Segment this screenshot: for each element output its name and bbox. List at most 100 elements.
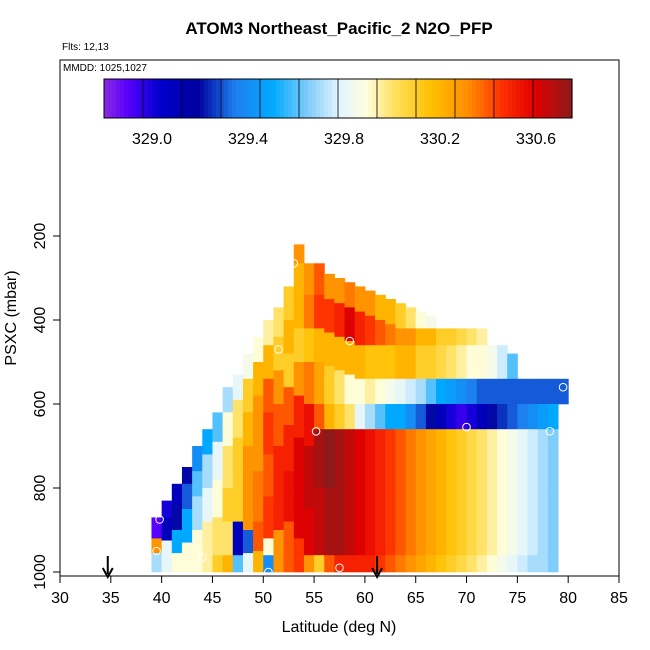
heatmap-cell bbox=[405, 307, 417, 329]
colorbar-segment bbox=[496, 79, 501, 118]
colorbar-segment bbox=[272, 79, 277, 118]
heatmap-cell bbox=[171, 504, 183, 531]
heatmap-cell bbox=[314, 429, 325, 489]
heatmap-cell bbox=[242, 353, 254, 380]
heatmap-cell bbox=[415, 378, 427, 405]
heatmap-cell bbox=[212, 412, 224, 443]
heatmap-cell bbox=[242, 553, 254, 573]
colorbar-segment bbox=[540, 79, 545, 118]
colorbar-segment bbox=[144, 79, 149, 118]
heatmap-cell bbox=[537, 378, 549, 405]
heatmap-cell bbox=[507, 555, 518, 573]
heatmap-cell bbox=[486, 345, 498, 380]
heatmap-cell bbox=[334, 488, 346, 556]
heatmap-cell bbox=[385, 345, 396, 380]
heatmap-cell bbox=[334, 303, 346, 338]
heatmap-cell bbox=[212, 555, 224, 573]
heatmap-cell bbox=[161, 540, 173, 573]
heatmap-cell bbox=[497, 429, 508, 489]
heatmap-cell bbox=[263, 555, 274, 573]
colorbar-segment bbox=[248, 79, 253, 118]
heatmap-cell bbox=[517, 555, 529, 573]
colorbar-segment bbox=[288, 79, 293, 118]
colorbar-segment bbox=[328, 79, 333, 118]
x-tick-label: 35 bbox=[102, 590, 120, 607]
y-tick-label: 200 bbox=[32, 223, 49, 250]
heatmap-cell bbox=[212, 479, 224, 518]
heatmap-cell bbox=[273, 446, 285, 489]
colorbar-segment bbox=[488, 79, 493, 118]
heatmap-cell bbox=[395, 488, 407, 556]
heatmap-cell bbox=[405, 555, 417, 573]
heatmap-cell bbox=[303, 509, 315, 556]
heatmap-cell bbox=[547, 555, 559, 573]
colorbar-segment bbox=[236, 79, 241, 118]
colorbar-frame bbox=[103, 78, 573, 119]
y-tick-label: 600 bbox=[32, 391, 49, 418]
heatmap-cell bbox=[517, 378, 529, 405]
heatmap-cell bbox=[192, 496, 203, 531]
x-tick-label: 50 bbox=[254, 590, 272, 607]
colorbar-segment bbox=[300, 79, 305, 118]
heatmap-cell bbox=[161, 517, 173, 541]
colorbar-segment bbox=[276, 79, 281, 118]
heatmap-cell bbox=[263, 496, 274, 539]
heatmap-cell bbox=[425, 315, 437, 329]
heatmap-cell bbox=[344, 555, 356, 573]
heatmap-cell bbox=[283, 521, 295, 573]
heatmap-cell bbox=[151, 517, 163, 539]
heatmap-cell bbox=[364, 488, 376, 556]
colorbar-segment bbox=[320, 79, 325, 118]
heatmap-cell bbox=[375, 294, 386, 321]
heatmap-cell bbox=[446, 404, 457, 430]
colorbar-segment bbox=[536, 79, 541, 118]
heatmap-cell bbox=[344, 374, 356, 405]
heatmap-cell bbox=[405, 404, 417, 430]
heatmap-cell bbox=[242, 496, 254, 531]
takeoff-arrow-head bbox=[101, 567, 114, 580]
heatmap-cell bbox=[476, 328, 488, 346]
x-tick-label: 55 bbox=[305, 590, 323, 607]
heatmap-cell bbox=[222, 387, 234, 413]
colorbar-segment bbox=[544, 79, 549, 118]
colorbar-segment bbox=[316, 79, 321, 118]
heatmap-cell bbox=[456, 378, 468, 405]
colorbar-segment bbox=[560, 79, 565, 118]
heatmap-cell bbox=[303, 404, 315, 447]
heatmap-cell bbox=[354, 378, 366, 405]
colorbar-segment bbox=[568, 79, 573, 118]
heatmap-cell bbox=[354, 488, 366, 556]
heatmap-cell bbox=[375, 378, 386, 405]
heatmap-cell bbox=[334, 336, 346, 371]
heatmap-cell bbox=[486, 404, 498, 430]
heatmap-cell bbox=[425, 429, 437, 489]
heatmap-cell bbox=[314, 294, 325, 329]
heatmap-cell bbox=[242, 530, 254, 554]
heatmap-cell bbox=[415, 488, 427, 556]
colorbar-segment bbox=[192, 79, 197, 118]
heatmap-cell bbox=[151, 538, 163, 554]
heatmap-cell bbox=[436, 328, 447, 346]
heatmap-cell bbox=[303, 294, 315, 329]
sample-circle bbox=[545, 427, 555, 436]
heatmap-cell bbox=[192, 446, 203, 472]
colorbar-segment bbox=[200, 79, 205, 118]
colorbar-segment bbox=[520, 79, 525, 118]
colorbar-segment bbox=[380, 79, 385, 118]
colorbar-segment bbox=[564, 79, 569, 118]
colorbar-segment bbox=[220, 79, 225, 118]
heatmap-cell bbox=[395, 345, 407, 380]
heatmap-cell bbox=[344, 488, 356, 556]
colorbar-segment bbox=[260, 79, 265, 118]
colorbar-segment bbox=[468, 79, 473, 118]
colorbar-segment bbox=[352, 79, 357, 118]
heatmap-cell bbox=[222, 555, 234, 573]
heatmap-cell bbox=[507, 353, 518, 380]
x-axis: 30 35 40 45 50 55 60 65 70 75 80 85 bbox=[51, 576, 628, 607]
heatmap-cell bbox=[192, 471, 203, 497]
heatmap-cell bbox=[415, 311, 427, 329]
heatmap-cell bbox=[212, 517, 224, 556]
heatmap-cell bbox=[314, 328, 325, 363]
heatmap-cell bbox=[476, 404, 488, 430]
colorbar-segment bbox=[184, 79, 189, 118]
